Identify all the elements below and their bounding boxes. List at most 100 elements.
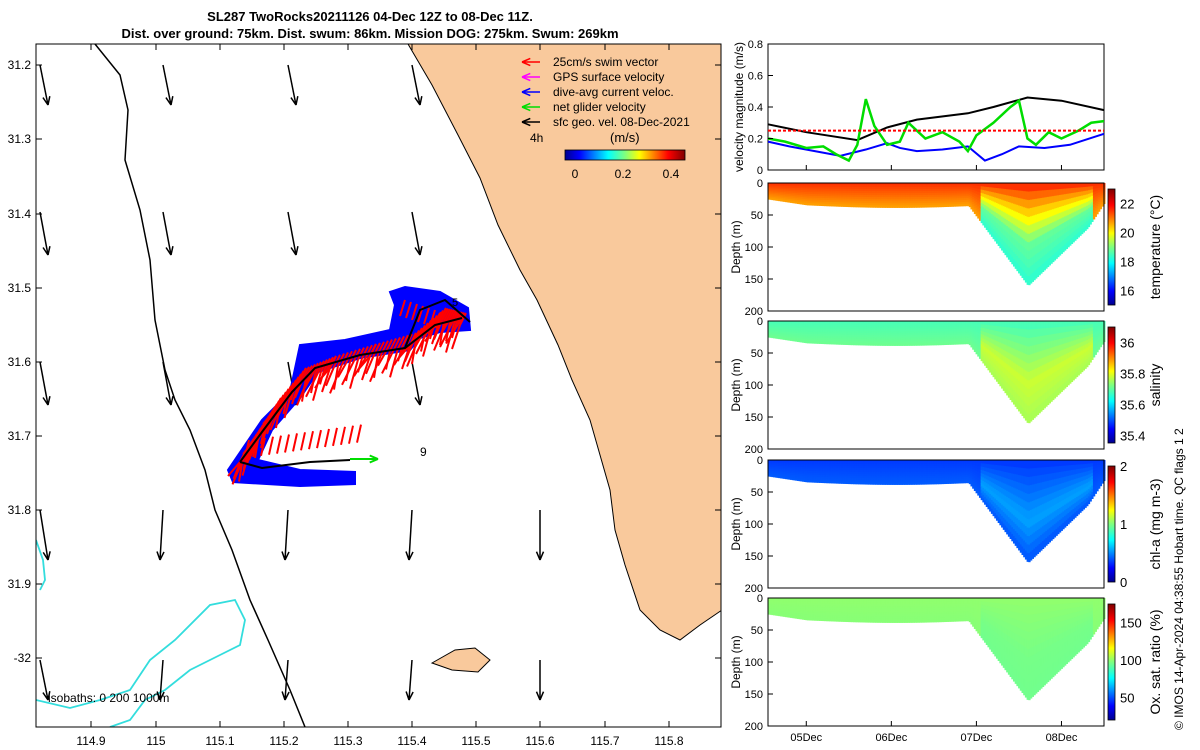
- section-y-tick-label: 150: [745, 689, 763, 701]
- section-y-tick-label: 150: [745, 274, 763, 286]
- section-colorbar-tick-label: 22: [1120, 197, 1134, 212]
- legend-label: dive-avg current veloc.: [553, 85, 674, 99]
- geostrophic-arrow: [411, 361, 423, 406]
- land-mass: [407, 44, 721, 641]
- velocity-series-line: [767, 96, 1105, 142]
- legend-label: sfc geo. vel. 08-Dec-2021: [553, 115, 690, 129]
- section-colorbar-label: salinity: [1147, 364, 1163, 407]
- section-y-label: Depth (m): [729, 497, 743, 550]
- title-line-2: Dist. over ground: 75km. Dist. swum: 86k…: [121, 26, 619, 41]
- section-colorbar-tick-label: 2: [1120, 459, 1127, 474]
- geostrophic-arrow: [156, 509, 165, 561]
- geostrophic-arrow: [287, 64, 299, 106]
- velocity-series-line: [767, 98, 1105, 163]
- geostrophic-arrow: [39, 211, 51, 256]
- section-colorbar-tick-label: 18: [1120, 255, 1134, 270]
- section-y-tick-label: 0: [757, 316, 763, 328]
- section-x-tick-label: 06Dec: [875, 732, 907, 744]
- isobaths-label: isobaths: 0 200 1000m: [48, 691, 169, 705]
- map-y-tick-label: -32: [14, 651, 32, 665]
- section-y-tick-label: 0: [757, 455, 763, 467]
- geostrophic-arrow: [39, 659, 51, 701]
- geostrophic-arrow: [156, 659, 165, 701]
- section-y-tick-label: 200: [745, 721, 763, 733]
- velocity-y-tick-label: 0.6: [748, 71, 763, 83]
- geostrophic-arrow: [535, 660, 545, 701]
- section-y-label: Depth (m): [729, 220, 743, 273]
- isobath-200: [36, 598, 246, 727]
- geostrophic-arrow: [411, 211, 423, 256]
- chl-a-section: 0 50 100 150 200 Depth (m) 2 1 0 chl-a (mg m-3): [729, 455, 1163, 595]
- colorbar-unit: (m/s): [610, 130, 640, 145]
- map-y-tick-label: 31.8: [8, 503, 32, 517]
- section-colorbar-label: chl-a (mg m-3): [1147, 478, 1163, 569]
- legend-arrow: [521, 72, 540, 82]
- colorbar-tick-label: 0.2: [615, 167, 632, 181]
- section-colorbar-label: temperature (°C): [1147, 195, 1163, 299]
- map-frame: [35, 43, 722, 728]
- geostrophic-arrow: [162, 64, 174, 106]
- map-x-tick-label: 115.8: [654, 734, 683, 748]
- geostrophic-arrow: [405, 659, 414, 701]
- colorbar-tick-label: 0: [572, 167, 579, 181]
- map-y-tick-label: 31.6: [8, 355, 32, 369]
- glider-track-line: [239, 298, 471, 470]
- map-x-tick-label: 114.9: [76, 734, 105, 748]
- map-x-tick-label: 115.1: [205, 734, 234, 748]
- island: [430, 647, 491, 673]
- velocity-y-tick-label: 0.4: [748, 102, 763, 114]
- annotation-4h: 4h: [530, 131, 543, 145]
- section-y-tick-label: 50: [751, 210, 763, 222]
- section-colorbar: [1107, 326, 1116, 444]
- legend-label: net glider velocity: [553, 100, 646, 114]
- section-y-tick-label: 50: [751, 348, 763, 360]
- section-x-tick-label: 08Dec: [1046, 732, 1078, 744]
- legend-label: 25cm/s swim vector: [553, 55, 658, 69]
- legend-label: GPS surface velocity: [553, 70, 664, 84]
- geostrophic-arrow: [405, 509, 414, 561]
- section-colorbar-label: Ox. sat. ratio (%): [1147, 609, 1163, 714]
- section-colorbar-tick-label: 16: [1120, 284, 1134, 299]
- salinity-section: 0 50 100 150 200 Depth (m) 36 35.8 35.6 35.4 salin…: [729, 316, 1163, 456]
- legend-arrow: [521, 57, 540, 67]
- section-y-tick-label: 0: [757, 178, 763, 190]
- annotation-5: 5: [452, 297, 458, 309]
- geostrophic-arrow: [39, 509, 51, 561]
- section-y-tick-label: 200: [745, 306, 763, 318]
- section-y-label: Depth (m): [729, 635, 743, 688]
- map-x-tick-label: 115.5: [461, 734, 490, 748]
- section-y-tick-label: 100: [745, 519, 763, 531]
- section-y-tick-label: 100: [745, 242, 763, 254]
- velocity-y-tick-label: 0.8: [748, 39, 763, 51]
- geostrophic-arrow: [411, 64, 423, 106]
- section-colorbar-tick-label: 36: [1120, 335, 1134, 350]
- section-y-tick-label: 150: [745, 551, 763, 563]
- section-y-tick-label: 150: [745, 412, 763, 424]
- title-line-1: SL287 TwoRocks20211126 04-Dec 12Z to 08-…: [207, 9, 533, 24]
- section-colorbar-tick-label: 35.8: [1120, 366, 1145, 381]
- map-colorbar: (m/s) 0 0.2 0.4: [564, 130, 686, 181]
- map-y-tick-label: 31.5: [8, 281, 32, 295]
- map-x-tick-label: 115: [146, 734, 165, 748]
- map-y-tick-label: 31.3: [8, 132, 32, 146]
- section-y-tick-label: 200: [745, 583, 763, 595]
- temperature-section: 0 50 100 150 200 Depth (m) 22 20 18 16 temperature…: [729, 178, 1163, 318]
- section-colorbar-tick-label: 35.4: [1120, 428, 1145, 443]
- velocity-series-line: [767, 132, 1105, 162]
- map-x-tick-label: 115.7: [590, 734, 619, 748]
- map-panel: 114.9 115 115.1 115.2 115.3 115.4 115.5 115.6 11…: [8, 43, 722, 748]
- section-colorbar-tick-label: 100: [1120, 653, 1142, 668]
- velocity-y-tick-label: 0.2: [748, 134, 763, 146]
- section-colorbar-tick-label: 20: [1120, 226, 1134, 241]
- velocity-y-label: velocity magnitude (m/s): [732, 42, 746, 172]
- colorbar-tick-label: 0.4: [663, 167, 680, 181]
- legend-arrow: [521, 117, 540, 127]
- velocity-y-tick-label: 0: [757, 165, 763, 177]
- map-x-tick-label: 115.6: [525, 734, 554, 748]
- section-y-tick-label: 50: [751, 487, 763, 499]
- section-y-tick-label: 200: [745, 444, 763, 456]
- map-x-tick-label: 115.2: [269, 734, 298, 748]
